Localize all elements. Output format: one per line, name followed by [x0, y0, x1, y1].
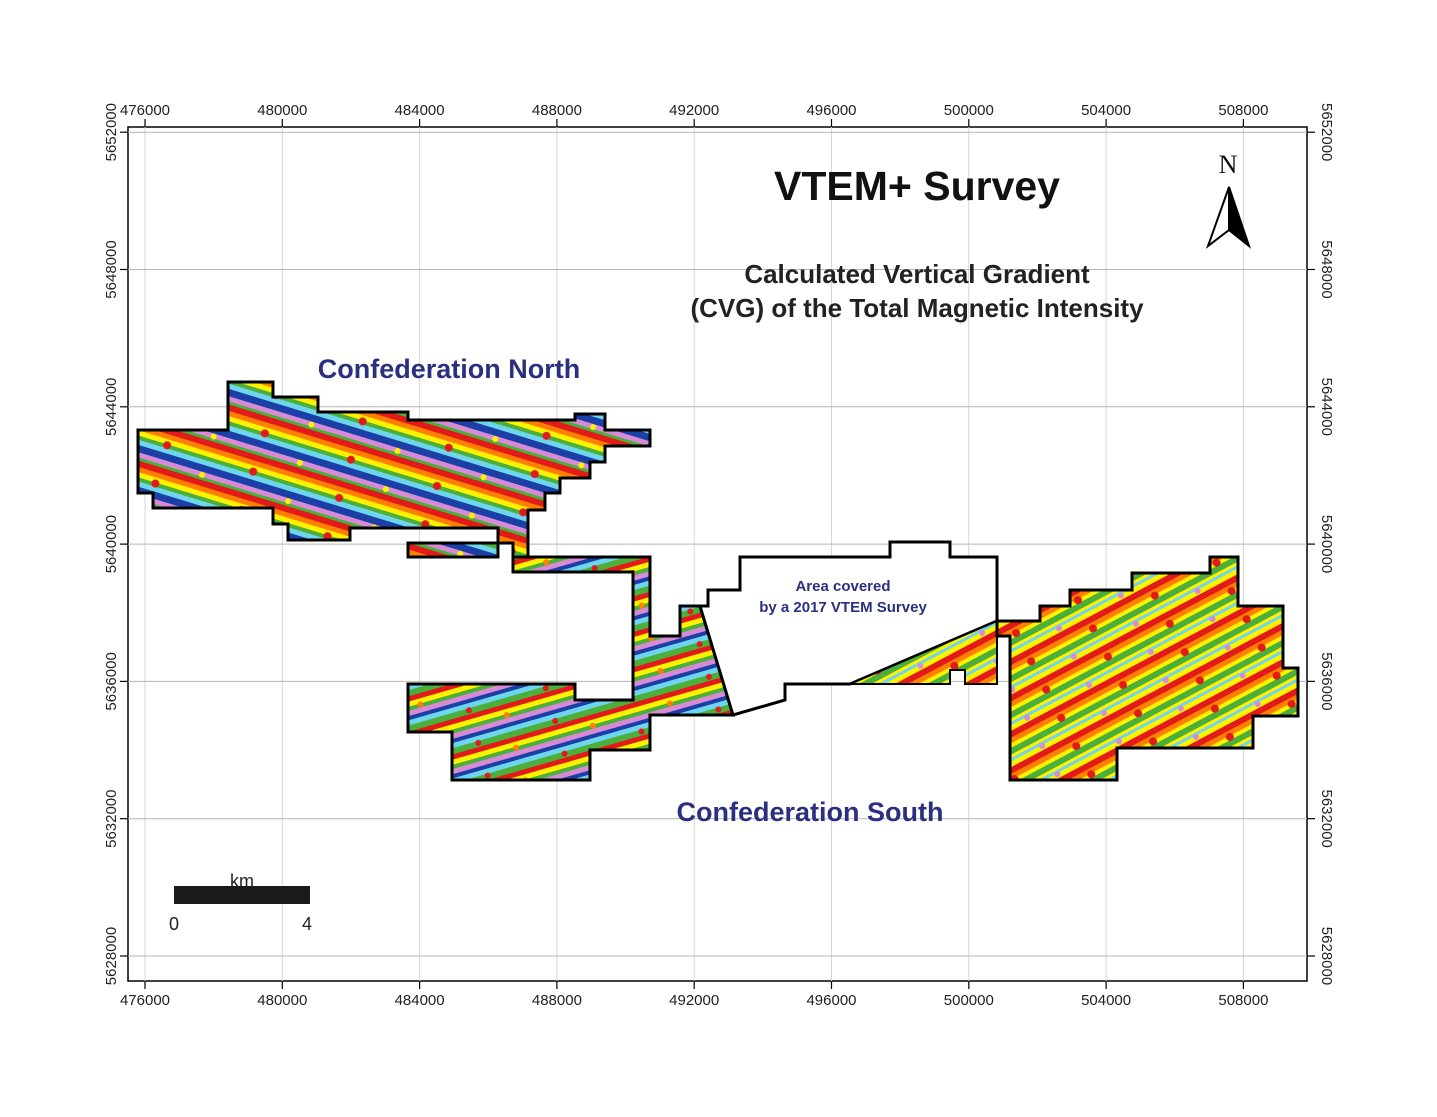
- survey-block-south-west: [406, 555, 736, 782]
- easting-label-bottom: 476000: [120, 992, 170, 1009]
- region-label-north: Confederation North: [318, 354, 581, 384]
- scale-bar-start: 0: [169, 914, 179, 934]
- easting-label-bottom: 484000: [395, 992, 445, 1009]
- easting-label-top: 500000: [944, 102, 994, 119]
- northing-label-right: 5652000: [1318, 103, 1335, 161]
- map-title: VTEM+ Survey: [774, 163, 1060, 209]
- scale-bar: km 0 4: [169, 871, 312, 934]
- easting-label-bottom: 496000: [806, 992, 856, 1009]
- easting-label-top: 488000: [532, 102, 582, 119]
- easting-label-top: 476000: [120, 102, 170, 119]
- coordinate-ticks: 476000 476000 480000 480000 484000 484000 4880…: [103, 102, 1335, 1009]
- north-arrow: N: [1205, 150, 1252, 249]
- map-subtitle-line2: (CVG) of the Total Magnetic Intensity: [690, 293, 1144, 323]
- easting-label-bottom: 508000: [1218, 992, 1268, 1009]
- region-label-south: Confederation South: [677, 797, 944, 827]
- scale-bar-end: 4: [302, 914, 312, 934]
- map-subtitle-line1: Calculated Vertical Gradient: [744, 259, 1090, 289]
- easting-label-top: 496000: [806, 102, 856, 119]
- map-frame: [127, 126, 1308, 982]
- easting-label-top: 480000: [257, 102, 307, 119]
- easting-label-bottom: 500000: [944, 992, 994, 1009]
- prior-survey-note-line1: Area covered: [795, 578, 890, 595]
- northing-label-left: 5632000: [103, 789, 120, 847]
- easting-label-bottom: 504000: [1081, 992, 1131, 1009]
- north-arrow-label: N: [1219, 150, 1238, 179]
- scale-bar-rule: [174, 886, 310, 904]
- north-arrow-shaded-icon: [1228, 186, 1252, 249]
- northing-label-right: 5628000: [1318, 927, 1335, 985]
- easting-label-top: 504000: [1081, 102, 1131, 119]
- northing-label-right: 5636000: [1318, 652, 1335, 710]
- northing-label-left: 5648000: [103, 240, 120, 298]
- easting-label-bottom: 488000: [532, 992, 582, 1009]
- northing-label-right: 5640000: [1318, 515, 1335, 573]
- easting-label-bottom: 480000: [257, 992, 307, 1009]
- easting-label-top: 492000: [669, 102, 719, 119]
- survey-block-north: [136, 380, 652, 559]
- easting-label-top: 484000: [395, 102, 445, 119]
- northing-label-right: 5632000: [1318, 789, 1335, 847]
- prior-survey-note-line2: by a 2017 VTEM Survey: [759, 599, 927, 616]
- northing-label-left: 5644000: [103, 378, 120, 436]
- survey-block-south-east: [995, 555, 1300, 782]
- northing-label-right: 5648000: [1318, 240, 1335, 298]
- northing-label-left: 5628000: [103, 927, 120, 985]
- easting-label-top: 508000: [1218, 102, 1268, 119]
- northing-label-left: 5636000: [103, 652, 120, 710]
- northing-label-left: 5652000: [103, 103, 120, 161]
- coordinate-grid: [128, 127, 1307, 981]
- prior-survey-area: [697, 540, 999, 717]
- northing-label-right: 5644000: [1318, 378, 1335, 436]
- northing-label-left: 5640000: [103, 515, 120, 573]
- easting-label-bottom: 492000: [669, 992, 719, 1009]
